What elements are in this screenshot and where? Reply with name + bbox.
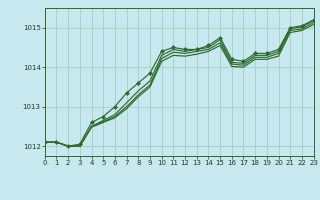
Text: Graphe pression niveau de la mer (hPa): Graphe pression niveau de la mer (hPa) bbox=[65, 183, 255, 192]
